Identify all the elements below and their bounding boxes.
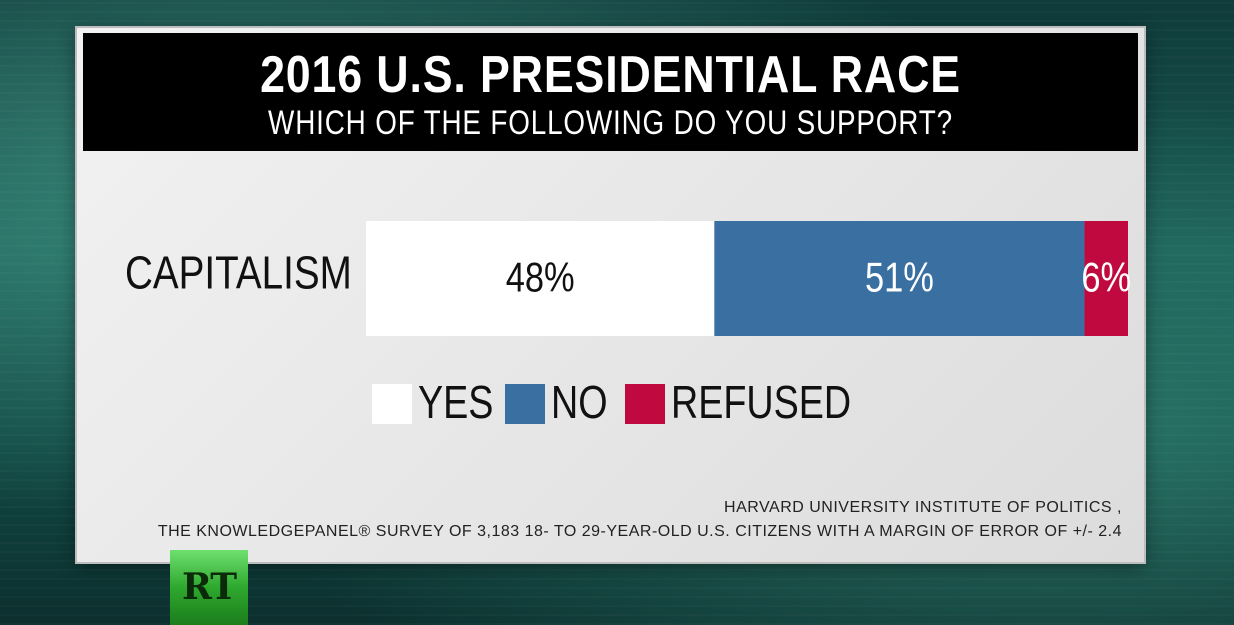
source-line-1: HARVARD UNIVERSITY INSTITUTE OF POLITICS…	[724, 499, 1122, 516]
legend-swatch-refused	[625, 384, 665, 424]
bar-segment-yes	[366, 221, 715, 336]
source-note: HARVARD UNIVERSITY INSTITUTE OF POLITICS…	[122, 496, 1122, 544]
data-label-no: 51%	[865, 254, 934, 301]
chart-header: 2016 U.S. PRESIDENTIAL RACE WHICH OF THE…	[83, 33, 1138, 151]
legend-swatch-no	[505, 384, 545, 424]
data-label-yes: 48%	[506, 254, 575, 301]
source-line-2: THE KNOWLEDGEPANEL® SURVEY OF 3,183 18- …	[157, 523, 1122, 540]
legend-label-refused: REFUSED	[671, 377, 851, 428]
rt-logo: RT	[170, 550, 248, 625]
category-label: CAPITALISM	[125, 247, 352, 298]
legend-label-yes: YES	[418, 377, 493, 428]
chart-title: 2016 U.S. PRESIDENTIAL RACE	[260, 46, 961, 104]
bar-segment-refused	[1084, 221, 1128, 336]
stacked-bar-chart: CAPITALISM 48% 51% 6% YES NO REFUSED	[125, 221, 1131, 428]
chart-subtitle: WHICH OF THE FOLLOWING DO YOU SUPPORT?	[268, 104, 953, 142]
chart-panel: 2016 U.S. PRESIDENTIAL RACE WHICH OF THE…	[77, 28, 1144, 562]
legend-label-no: NO	[551, 377, 608, 428]
bar-segment-no	[714, 221, 1085, 336]
legend-swatch-yes	[372, 384, 412, 424]
data-label-refused: 6%	[1081, 254, 1131, 301]
